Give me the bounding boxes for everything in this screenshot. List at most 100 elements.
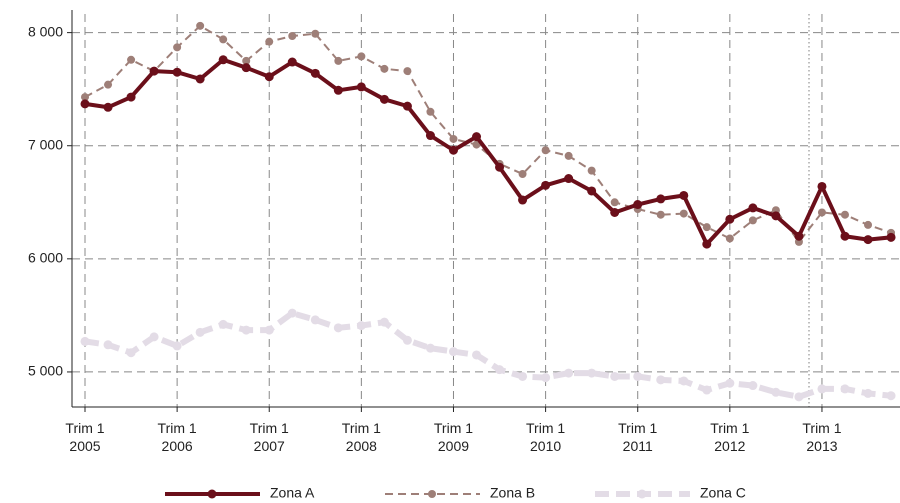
data-point bbox=[310, 68, 320, 78]
data-point bbox=[380, 64, 389, 73]
data-point bbox=[241, 63, 251, 73]
data-point bbox=[472, 350, 482, 360]
y-tick-label: 6 000 bbox=[28, 250, 63, 266]
data-point bbox=[241, 325, 251, 335]
data-point bbox=[518, 170, 527, 179]
series-line bbox=[84, 310, 892, 400]
data-point bbox=[288, 32, 297, 41]
data-point bbox=[402, 101, 412, 111]
data-point bbox=[817, 384, 827, 394]
data-point bbox=[610, 198, 619, 207]
data-point bbox=[702, 223, 711, 232]
data-point bbox=[863, 235, 873, 245]
data-point bbox=[287, 57, 297, 67]
x-tick-label: Trim 1 2012 bbox=[710, 420, 749, 454]
data-point bbox=[840, 231, 850, 241]
x-tick-label: Trim 1 2006 bbox=[158, 420, 197, 454]
x-tick-label: Trim 1 2008 bbox=[342, 420, 381, 454]
data-point bbox=[587, 186, 597, 196]
data-point bbox=[495, 162, 505, 172]
data-point bbox=[334, 56, 343, 65]
data-point bbox=[356, 321, 366, 331]
data-point bbox=[402, 335, 412, 345]
x-tick-label: Trim 1 2011 bbox=[618, 420, 657, 454]
data-point bbox=[448, 347, 458, 357]
data-point bbox=[172, 67, 182, 77]
data-point bbox=[656, 194, 666, 204]
data-point bbox=[196, 21, 205, 30]
data-point bbox=[748, 216, 757, 225]
data-point bbox=[126, 92, 136, 102]
data-point bbox=[817, 208, 826, 217]
data-point bbox=[679, 190, 689, 200]
series-line bbox=[84, 24, 892, 243]
x-tick-label: Trim 1 2005 bbox=[65, 420, 104, 454]
data-point bbox=[242, 56, 251, 65]
legend-marker bbox=[207, 489, 217, 499]
data-point bbox=[794, 231, 804, 241]
x-tick-label: Trim 1 2013 bbox=[802, 420, 841, 454]
data-point bbox=[633, 371, 643, 381]
data-point bbox=[794, 392, 804, 402]
data-point bbox=[564, 368, 574, 378]
data-point bbox=[633, 200, 643, 210]
data-point bbox=[610, 207, 620, 217]
data-point bbox=[748, 203, 758, 213]
data-point bbox=[356, 82, 366, 92]
series-line bbox=[84, 57, 892, 247]
data-point bbox=[472, 132, 482, 142]
data-point bbox=[219, 35, 228, 44]
data-point bbox=[80, 336, 90, 346]
data-point bbox=[264, 325, 274, 335]
data-point bbox=[104, 80, 113, 89]
y-tick-label: 7 000 bbox=[28, 136, 63, 152]
data-point bbox=[886, 232, 896, 242]
data-point bbox=[127, 55, 136, 64]
data-point bbox=[310, 315, 320, 325]
data-point bbox=[103, 340, 113, 350]
data-point bbox=[771, 211, 781, 221]
data-point bbox=[218, 55, 228, 65]
data-point bbox=[379, 317, 389, 327]
data-point bbox=[425, 131, 435, 141]
data-point bbox=[311, 29, 320, 38]
data-point bbox=[679, 209, 688, 218]
data-point bbox=[771, 387, 781, 397]
data-point bbox=[564, 174, 574, 184]
data-point bbox=[173, 43, 182, 52]
data-point bbox=[80, 99, 90, 109]
data-point bbox=[817, 181, 827, 191]
data-point bbox=[864, 220, 873, 229]
x-tick-label: Trim 1 2010 bbox=[526, 420, 565, 454]
data-point bbox=[287, 308, 297, 318]
data-point bbox=[149, 66, 159, 76]
data-point bbox=[840, 384, 850, 394]
data-point bbox=[748, 381, 758, 391]
data-point bbox=[426, 107, 435, 116]
data-point bbox=[840, 210, 849, 219]
data-point bbox=[449, 134, 458, 143]
legend-label: Zona A bbox=[270, 485, 315, 501]
data-point bbox=[333, 323, 343, 333]
data-point bbox=[679, 376, 689, 386]
data-point bbox=[126, 348, 136, 358]
data-point bbox=[587, 368, 597, 378]
data-point bbox=[863, 388, 873, 398]
data-point bbox=[495, 365, 505, 375]
data-point bbox=[656, 375, 666, 385]
data-point bbox=[195, 74, 205, 84]
data-point bbox=[587, 166, 596, 175]
data-point bbox=[379, 94, 389, 104]
data-point bbox=[357, 52, 366, 61]
data-point bbox=[541, 373, 551, 383]
data-point bbox=[333, 85, 343, 95]
data-point bbox=[264, 72, 274, 82]
y-tick-label: 8 000 bbox=[28, 23, 63, 39]
data-point bbox=[403, 67, 412, 76]
data-point bbox=[541, 146, 550, 155]
legend-marker bbox=[637, 489, 647, 499]
x-tick-label: Trim 1 2009 bbox=[434, 420, 473, 454]
data-point bbox=[518, 371, 528, 381]
data-point bbox=[610, 371, 620, 381]
